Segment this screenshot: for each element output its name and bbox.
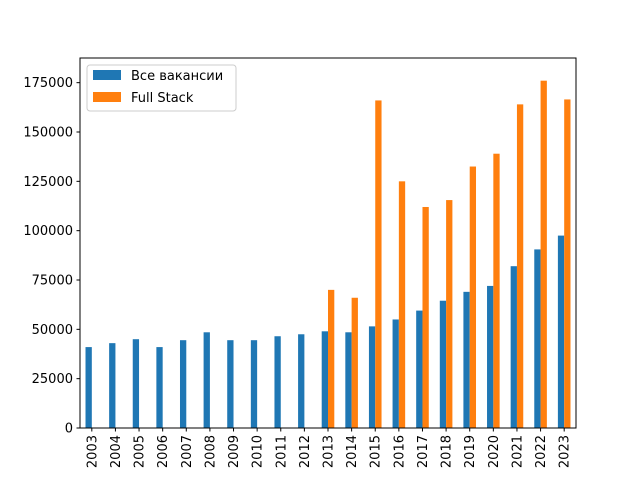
x-tick-label: 2020 bbox=[487, 435, 502, 468]
bar-all-vacancies-2016 bbox=[392, 319, 399, 428]
y-tick-label: 0 bbox=[65, 422, 73, 437]
y-tick-label: 25000 bbox=[32, 372, 73, 387]
bar-all-vacancies-2006 bbox=[156, 347, 163, 428]
bar-all-vacancies-2009 bbox=[227, 340, 234, 428]
bar-full-stack-2015 bbox=[375, 100, 382, 429]
bar-all-vacancies-2012 bbox=[298, 334, 305, 428]
bar-all-vacancies-2004 bbox=[109, 343, 116, 428]
x-tick-label: 2022 bbox=[534, 435, 549, 468]
x-tick-label: 2004 bbox=[109, 435, 124, 468]
bar-full-stack-2016 bbox=[398, 181, 406, 428]
y-tick-label: 50000 bbox=[32, 323, 73, 338]
bar-full-stack-2018 bbox=[446, 200, 453, 428]
bar-full-stack-2014 bbox=[351, 297, 358, 428]
x-tick-label: 2009 bbox=[227, 435, 242, 468]
x-tick-label: 2015 bbox=[369, 435, 384, 468]
bar-all-vacancies-2007 bbox=[179, 340, 187, 428]
bars-layer bbox=[85, 80, 571, 429]
plot-frame bbox=[79, 57, 577, 429]
x-tick-label: 2017 bbox=[416, 435, 431, 468]
bar-all-vacancies-2003 bbox=[85, 347, 92, 428]
x-tick-label: 2007 bbox=[180, 435, 195, 468]
bar-all-vacancies-2019 bbox=[463, 291, 470, 428]
x-tick-label: 2008 bbox=[203, 435, 218, 468]
x-tick-label: 2019 bbox=[463, 435, 478, 468]
y-tick-label: 100000 bbox=[23, 224, 73, 239]
x-axis: 2003 2004 2005 2006 2007 2008 2009 2010 2011 2012… bbox=[85, 428, 573, 468]
x-tick-label: 2012 bbox=[298, 435, 313, 468]
bar-all-vacancies-2013 bbox=[321, 331, 328, 428]
x-tick-label: 2021 bbox=[510, 435, 525, 468]
bar-full-stack-2022 bbox=[540, 80, 547, 428]
legend-swatch bbox=[93, 70, 121, 80]
y-tick-label: 125000 bbox=[23, 175, 73, 190]
bar-all-vacancies-2008 bbox=[203, 332, 210, 428]
bar-all-vacancies-2010 bbox=[250, 340, 258, 428]
bar-all-vacancies-2020 bbox=[487, 285, 494, 428]
bar-all-vacancies-2014 bbox=[345, 332, 352, 428]
legend-label: Full Stack bbox=[131, 91, 194, 106]
legend-swatch bbox=[93, 92, 121, 102]
y-tick-label: 175000 bbox=[23, 76, 73, 91]
legend-box bbox=[86, 64, 237, 112]
legend: Все вакансии Full Stack bbox=[86, 64, 237, 112]
x-tick-label: 2006 bbox=[156, 435, 171, 468]
y-tick-label: 150000 bbox=[23, 126, 73, 141]
x-tick-label: 2023 bbox=[558, 435, 573, 468]
bar-all-vacancies-2018 bbox=[439, 300, 447, 428]
y-tick-label: 75000 bbox=[32, 274, 73, 289]
x-tick-label: 2018 bbox=[440, 435, 455, 468]
x-tick-label: 2005 bbox=[133, 435, 148, 468]
bar-full-stack-2021 bbox=[516, 104, 524, 429]
bar-all-vacancies-2021 bbox=[510, 266, 517, 428]
x-tick-label: 2014 bbox=[345, 435, 360, 468]
bar-full-stack-2019 bbox=[469, 166, 477, 428]
bar-all-vacancies-2011 bbox=[274, 336, 281, 428]
y-axis: 0 25000 50000 75000 100000 125000 150000 175000 bbox=[23, 76, 80, 437]
x-tick-label: 2010 bbox=[251, 435, 266, 468]
bar-full-stack-2017 bbox=[422, 206, 429, 428]
bar-all-vacancies-2005 bbox=[132, 339, 140, 428]
x-tick-label: 2003 bbox=[85, 435, 100, 468]
bar-all-vacancies-2022 bbox=[534, 249, 541, 428]
bar-all-vacancies-2017 bbox=[416, 310, 423, 428]
x-tick-label: 2013 bbox=[322, 435, 337, 468]
legend-label: Все вакансии bbox=[131, 69, 223, 84]
bar-full-stack-2023 bbox=[564, 99, 571, 428]
x-tick-label: 2011 bbox=[274, 435, 289, 468]
bar-full-stack-2020 bbox=[493, 153, 500, 428]
bar-full-stack-2013 bbox=[328, 289, 335, 428]
bar-all-vacancies-2015 bbox=[368, 326, 376, 428]
bar-all-vacancies-2023 bbox=[557, 235, 565, 428]
x-tick-label: 2016 bbox=[392, 435, 407, 468]
